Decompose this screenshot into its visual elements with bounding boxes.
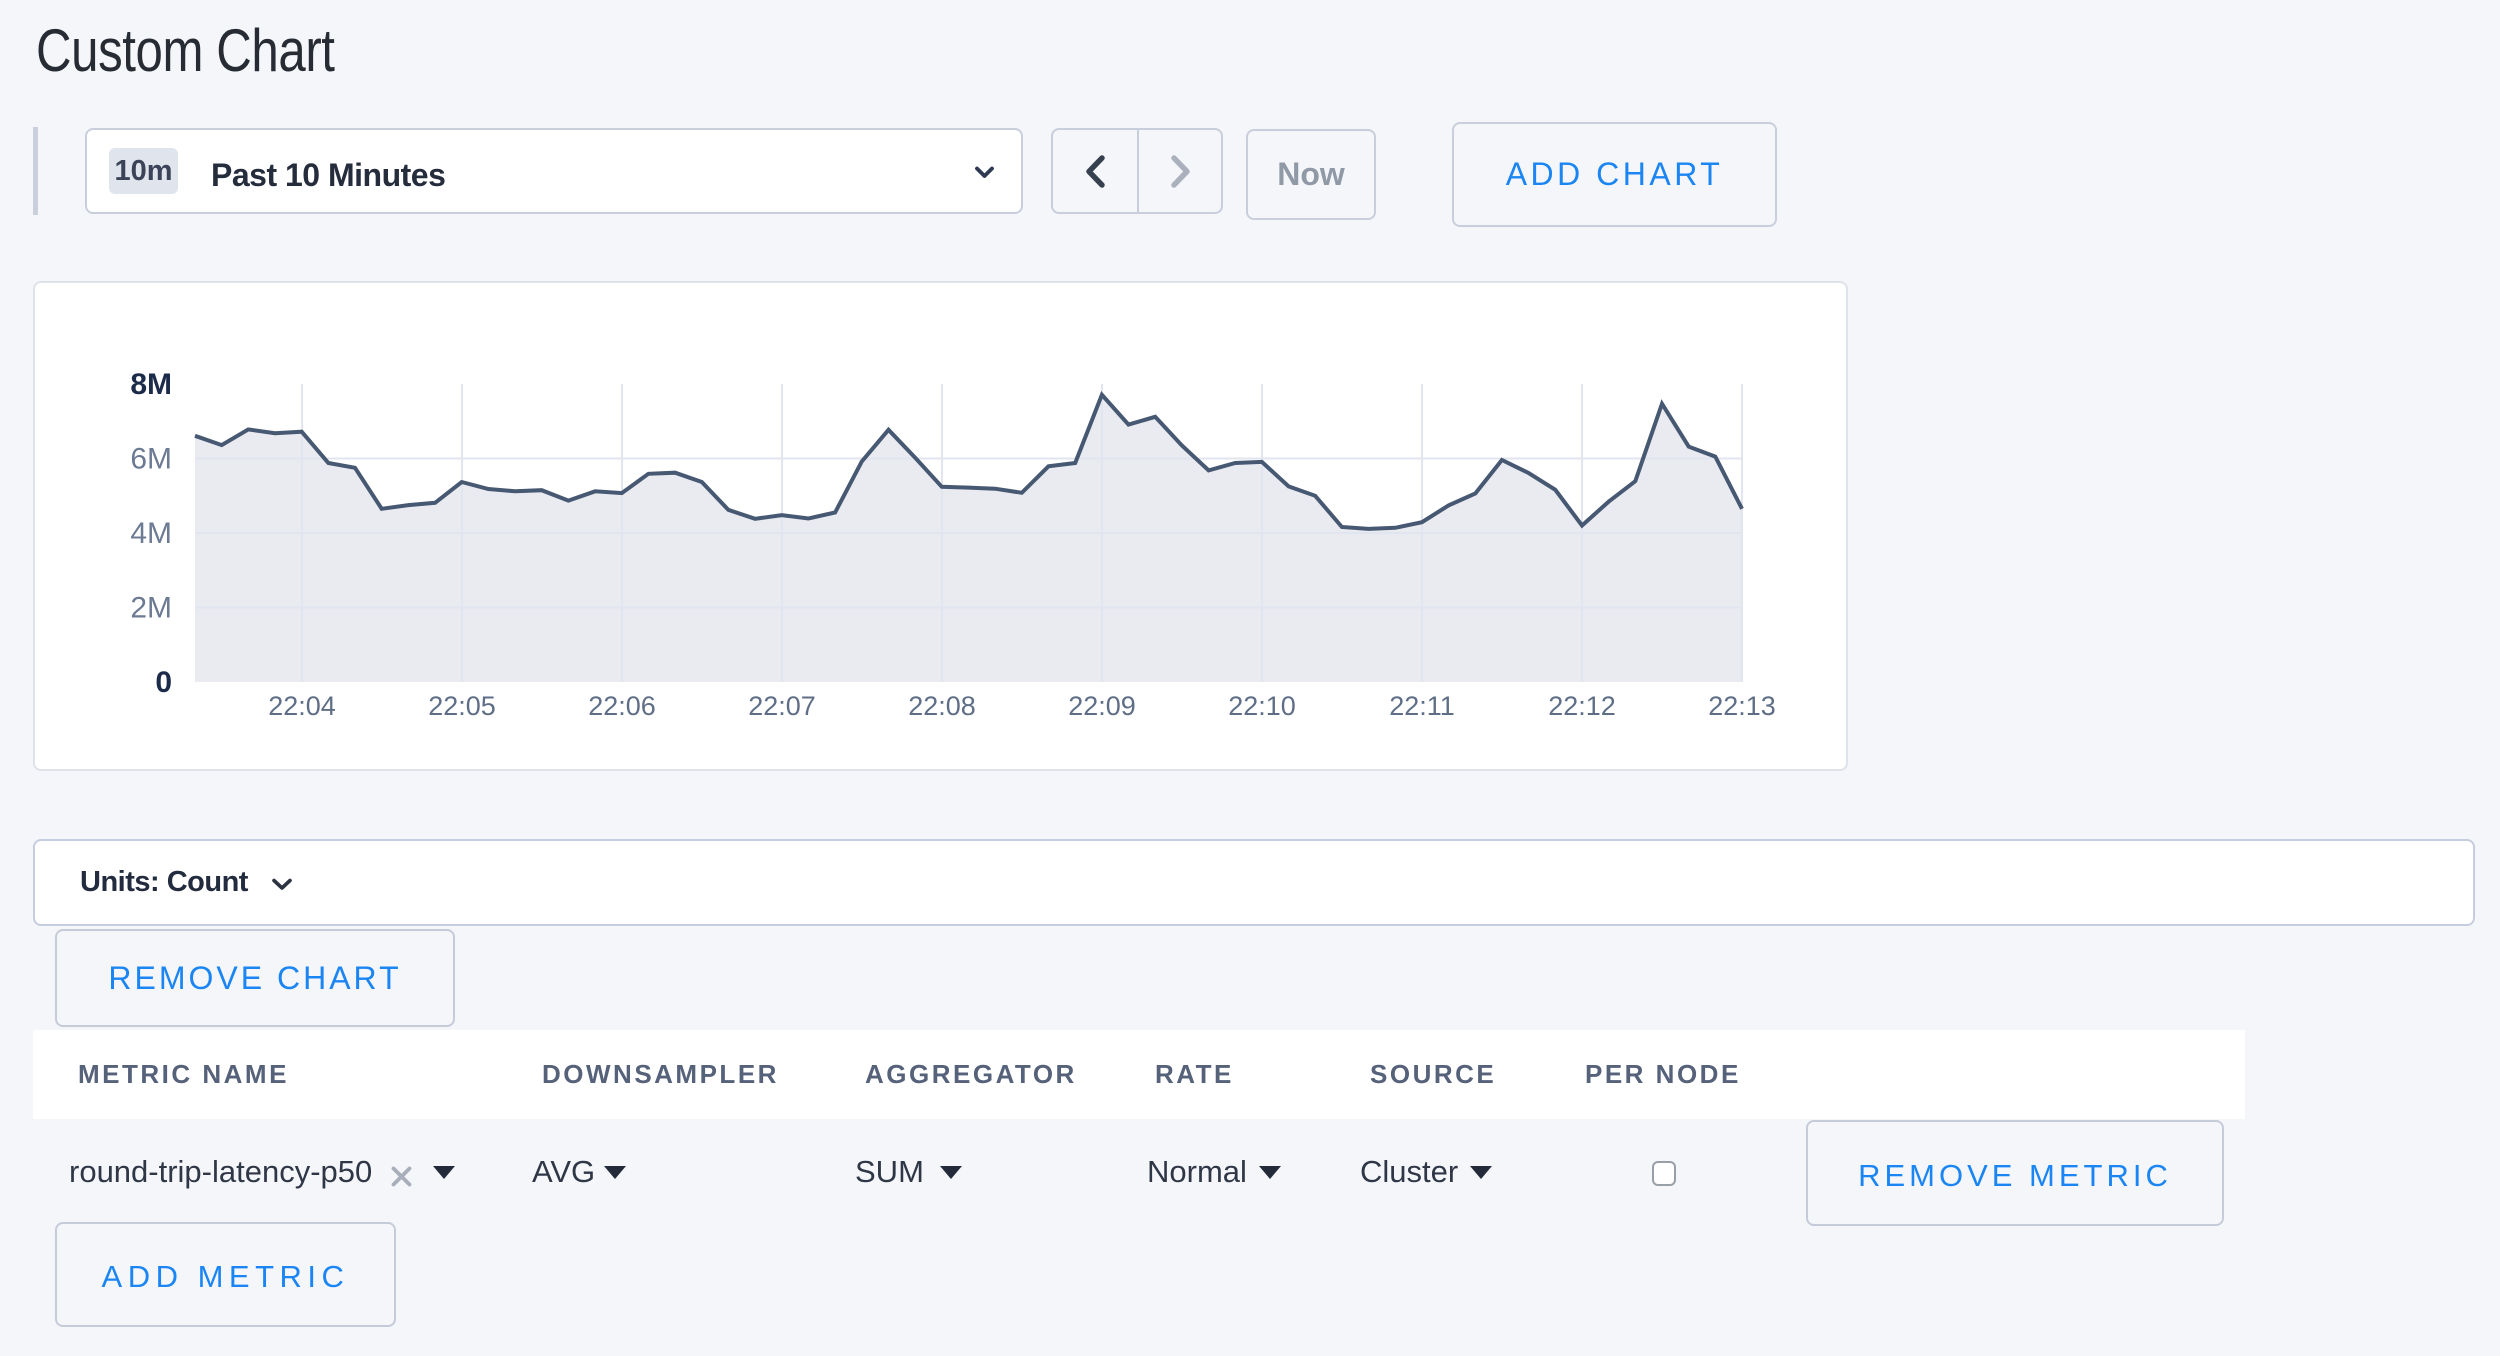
svg-text:0: 0: [155, 666, 172, 699]
svg-text:22:05: 22:05: [428, 691, 496, 721]
svg-text:4M: 4M: [130, 517, 172, 550]
svg-text:22:06: 22:06: [588, 691, 656, 721]
svg-text:8M: 8M: [130, 368, 172, 401]
svg-text:22:07: 22:07: [748, 691, 816, 721]
svg-text:2M: 2M: [130, 592, 172, 625]
svg-text:22:04: 22:04: [268, 691, 336, 721]
svg-text:22:11: 22:11: [1389, 691, 1455, 721]
svg-text:22:10: 22:10: [1228, 691, 1296, 721]
svg-text:22:12: 22:12: [1548, 691, 1616, 721]
svg-text:6M: 6M: [130, 443, 172, 476]
svg-text:22:09: 22:09: [1068, 691, 1136, 721]
svg-text:22:08: 22:08: [908, 691, 976, 721]
svg-text:22:13: 22:13: [1708, 691, 1776, 721]
